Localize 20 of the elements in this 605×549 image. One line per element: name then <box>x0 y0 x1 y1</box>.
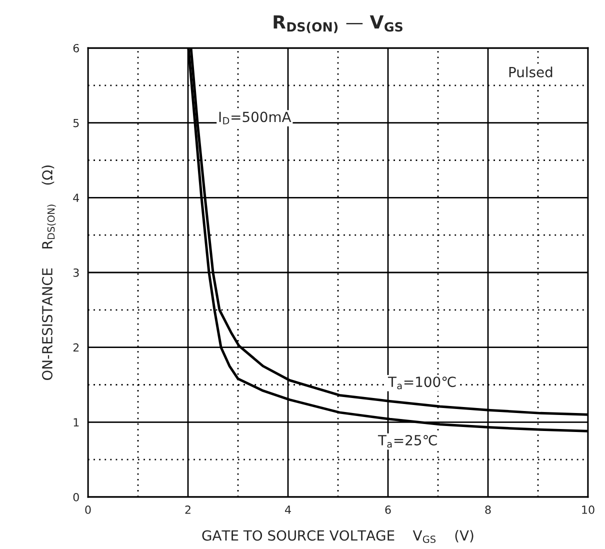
x-tick-label: 6 <box>385 506 391 514</box>
x-tick-label: 2 <box>185 506 190 514</box>
chart-title: R$_{DS(ON)}$ — V$_{GS}$ <box>274 15 402 34</box>
y-tick-label: 3 <box>73 268 79 277</box>
text: ON-RESISTANCE R$_{DS(ON)}$ (Ω) <box>42 166 56 380</box>
series-label: T$_{a}$=100℃ <box>388 376 456 390</box>
y-tick-label: 0 <box>73 492 79 502</box>
y-tick-label: 5 <box>73 118 79 128</box>
text: GATE TO SOURCE VOLTAGE V$_{GS}$ (V) <box>202 530 474 543</box>
annotation: I$_{D}$=500mA <box>219 112 292 124</box>
x-tick-label: 4 <box>285 506 291 514</box>
x-tick-label: 8 <box>485 506 491 514</box>
y-tick-label: 1 <box>74 418 79 426</box>
annotation: Pulsed <box>509 66 552 78</box>
series-label: T$_{a}$=25℃ <box>378 434 437 448</box>
x-tick-label: 10 <box>582 506 594 514</box>
y-tick-label: 4 <box>73 194 80 202</box>
x-tick-label: 0 <box>85 506 91 514</box>
y-tick-label: 6 <box>73 44 79 52</box>
y-tick-label: 2 <box>73 343 79 352</box>
